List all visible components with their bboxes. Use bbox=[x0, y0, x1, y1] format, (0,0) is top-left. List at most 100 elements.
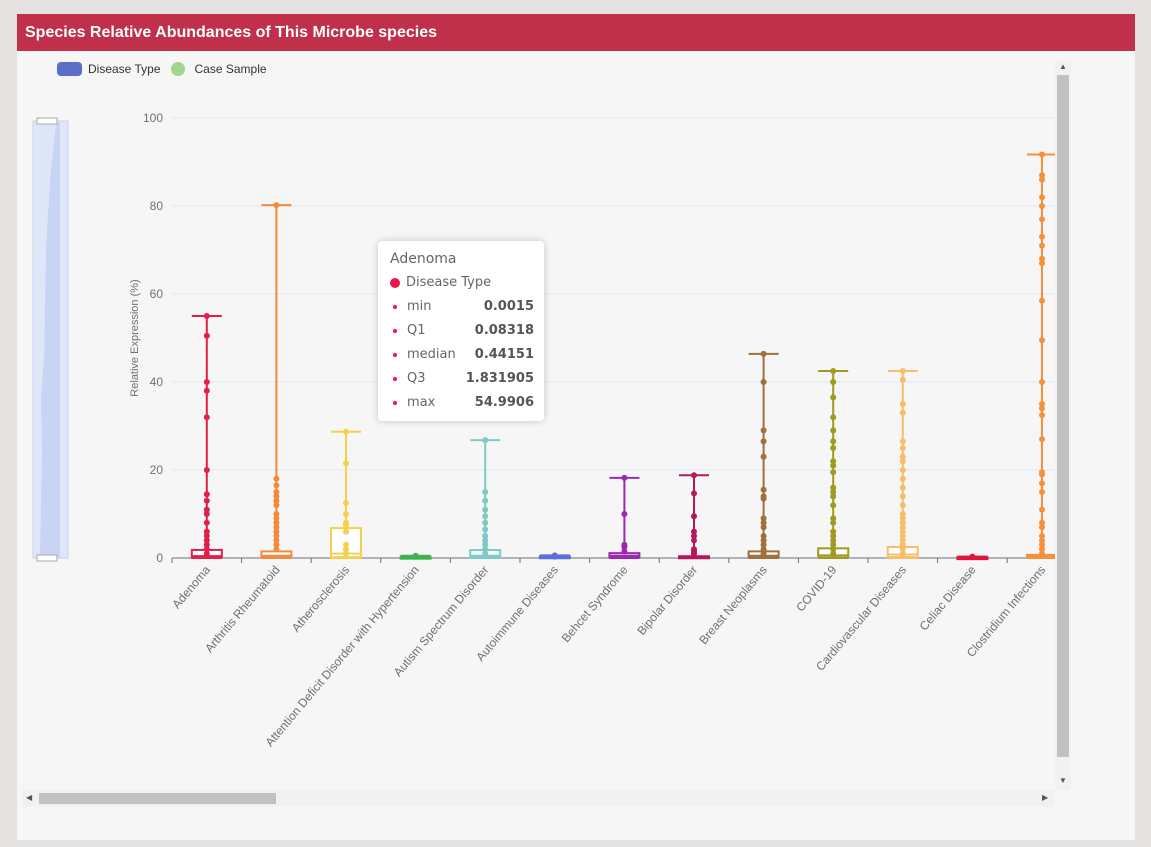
case-sample-point[interactable] bbox=[273, 502, 280, 509]
legend-label-case-sample[interactable]: Case Sample bbox=[194, 62, 267, 76]
case-sample-point[interactable] bbox=[482, 497, 489, 504]
case-sample-point[interactable] bbox=[691, 537, 697, 544]
case-sample-point[interactable] bbox=[760, 541, 767, 548]
case-sample-point[interactable] bbox=[899, 458, 906, 465]
case-sample-point[interactable] bbox=[482, 513, 489, 520]
case-sample-point[interactable] bbox=[412, 552, 419, 559]
case-sample-point[interactable] bbox=[830, 445, 837, 451]
case-sample-point[interactable] bbox=[203, 379, 210, 385]
case-sample-point[interactable] bbox=[760, 438, 767, 445]
case-sample-point[interactable] bbox=[1039, 489, 1045, 495]
case-sample-point[interactable] bbox=[343, 522, 349, 528]
case-sample-point[interactable] bbox=[899, 484, 906, 491]
horizontal-scroll-thumb[interactable] bbox=[39, 793, 276, 804]
case-sample-point[interactable] bbox=[273, 202, 280, 209]
case-sample-point[interactable] bbox=[621, 511, 628, 517]
case-sample-point[interactable] bbox=[899, 445, 906, 451]
case-sample-point[interactable] bbox=[1039, 537, 1045, 544]
case-sample-point[interactable] bbox=[760, 350, 767, 357]
case-sample-point[interactable] bbox=[899, 475, 906, 482]
case-sample-point[interactable] bbox=[1039, 242, 1045, 249]
box-breast-neoplasms[interactable] bbox=[747, 350, 780, 559]
case-sample-point[interactable] bbox=[830, 489, 837, 495]
case-sample-point[interactable] bbox=[1039, 480, 1045, 487]
vertical-scrollbar[interactable]: ▲ ▼ bbox=[1055, 60, 1071, 790]
case-sample-point[interactable] bbox=[1039, 405, 1045, 412]
case-sample-point[interactable] bbox=[203, 506, 210, 513]
case-sample-point[interactable] bbox=[273, 541, 280, 548]
case-sample-point[interactable] bbox=[830, 550, 837, 557]
case-sample-point[interactable] bbox=[1039, 436, 1045, 443]
case-sample-point[interactable] bbox=[899, 519, 906, 526]
case-sample-point[interactable] bbox=[203, 414, 210, 421]
case-sample-point[interactable] bbox=[1039, 541, 1045, 548]
case-sample-point[interactable] bbox=[482, 541, 489, 548]
case-sample-point[interactable] bbox=[203, 528, 210, 535]
case-sample-point[interactable] bbox=[273, 475, 280, 482]
case-sample-point[interactable] bbox=[691, 533, 697, 539]
case-sample-point[interactable] bbox=[343, 511, 349, 517]
case-sample-point[interactable] bbox=[482, 546, 489, 553]
case-sample-point[interactable] bbox=[830, 414, 837, 421]
case-sample-point[interactable] bbox=[1039, 379, 1045, 385]
case-sample-point[interactable] bbox=[1039, 255, 1045, 262]
case-sample-point[interactable] bbox=[482, 489, 489, 495]
case-sample-point[interactable] bbox=[1039, 524, 1045, 531]
case-sample-point[interactable] bbox=[343, 460, 349, 467]
scroll-down-icon[interactable]: ▼ bbox=[1059, 776, 1067, 785]
case-sample-point[interactable] bbox=[343, 528, 349, 535]
datazoom-handle-bottom[interactable] bbox=[36, 554, 58, 562]
case-sample-point[interactable] bbox=[203, 387, 210, 394]
horizontal-scrollbar[interactable]: ◀ ▶ bbox=[22, 790, 1055, 807]
case-sample-point[interactable] bbox=[830, 379, 837, 385]
case-sample-point[interactable] bbox=[760, 453, 767, 460]
case-sample-point[interactable] bbox=[551, 552, 558, 559]
case-sample-point[interactable] bbox=[899, 453, 906, 460]
case-sample-point[interactable] bbox=[273, 546, 280, 553]
case-sample-point[interactable] bbox=[899, 401, 906, 407]
case-sample-point[interactable] bbox=[273, 533, 280, 539]
case-sample-point[interactable] bbox=[760, 524, 767, 531]
case-sample-point[interactable] bbox=[830, 394, 837, 401]
scroll-up-icon[interactable]: ▲ bbox=[1059, 62, 1067, 71]
case-sample-point[interactable] bbox=[1039, 176, 1045, 183]
case-sample-point[interactable] bbox=[899, 533, 906, 539]
case-sample-point[interactable] bbox=[969, 553, 976, 560]
case-sample-point[interactable] bbox=[760, 486, 767, 493]
case-sample-point[interactable] bbox=[899, 528, 906, 535]
case-sample-point[interactable] bbox=[830, 469, 837, 476]
case-sample-point[interactable] bbox=[343, 550, 349, 557]
case-sample-point[interactable] bbox=[1039, 471, 1045, 478]
case-sample-point[interactable] bbox=[1039, 233, 1045, 240]
case-sample-point[interactable] bbox=[899, 467, 906, 473]
case-sample-point[interactable] bbox=[482, 550, 489, 557]
case-sample-point[interactable] bbox=[1039, 337, 1045, 344]
case-sample-point[interactable] bbox=[203, 467, 210, 473]
case-sample-point[interactable] bbox=[830, 438, 837, 445]
case-sample-point[interactable] bbox=[830, 458, 837, 465]
case-sample-point[interactable] bbox=[691, 550, 697, 557]
case-sample-point[interactable] bbox=[899, 368, 906, 374]
case-sample-point[interactable] bbox=[899, 409, 906, 416]
case-sample-point[interactable] bbox=[760, 379, 767, 385]
case-sample-point[interactable] bbox=[621, 544, 628, 550]
case-sample-point[interactable] bbox=[273, 537, 280, 544]
box-clostridium-infections[interactable] bbox=[1026, 151, 1057, 559]
case-sample-point[interactable] bbox=[343, 546, 349, 553]
case-sample-point[interactable] bbox=[482, 519, 489, 526]
case-sample-point[interactable] bbox=[273, 515, 280, 522]
case-sample-point[interactable] bbox=[760, 495, 767, 502]
case-sample-point[interactable] bbox=[273, 511, 280, 517]
case-sample-point[interactable] bbox=[343, 500, 349, 506]
box-adenoma[interactable] bbox=[190, 313, 223, 559]
case-sample-point[interactable] bbox=[1039, 401, 1045, 407]
case-sample-point[interactable] bbox=[830, 368, 837, 374]
case-sample-point[interactable] bbox=[899, 502, 906, 509]
case-sample-point[interactable] bbox=[482, 537, 489, 544]
case-sample-point[interactable] bbox=[830, 541, 837, 548]
case-sample-point[interactable] bbox=[691, 472, 697, 479]
case-sample-point[interactable] bbox=[621, 548, 628, 555]
case-sample-point[interactable] bbox=[203, 519, 210, 526]
case-sample-point[interactable] bbox=[691, 513, 697, 520]
case-sample-point[interactable] bbox=[899, 511, 906, 517]
